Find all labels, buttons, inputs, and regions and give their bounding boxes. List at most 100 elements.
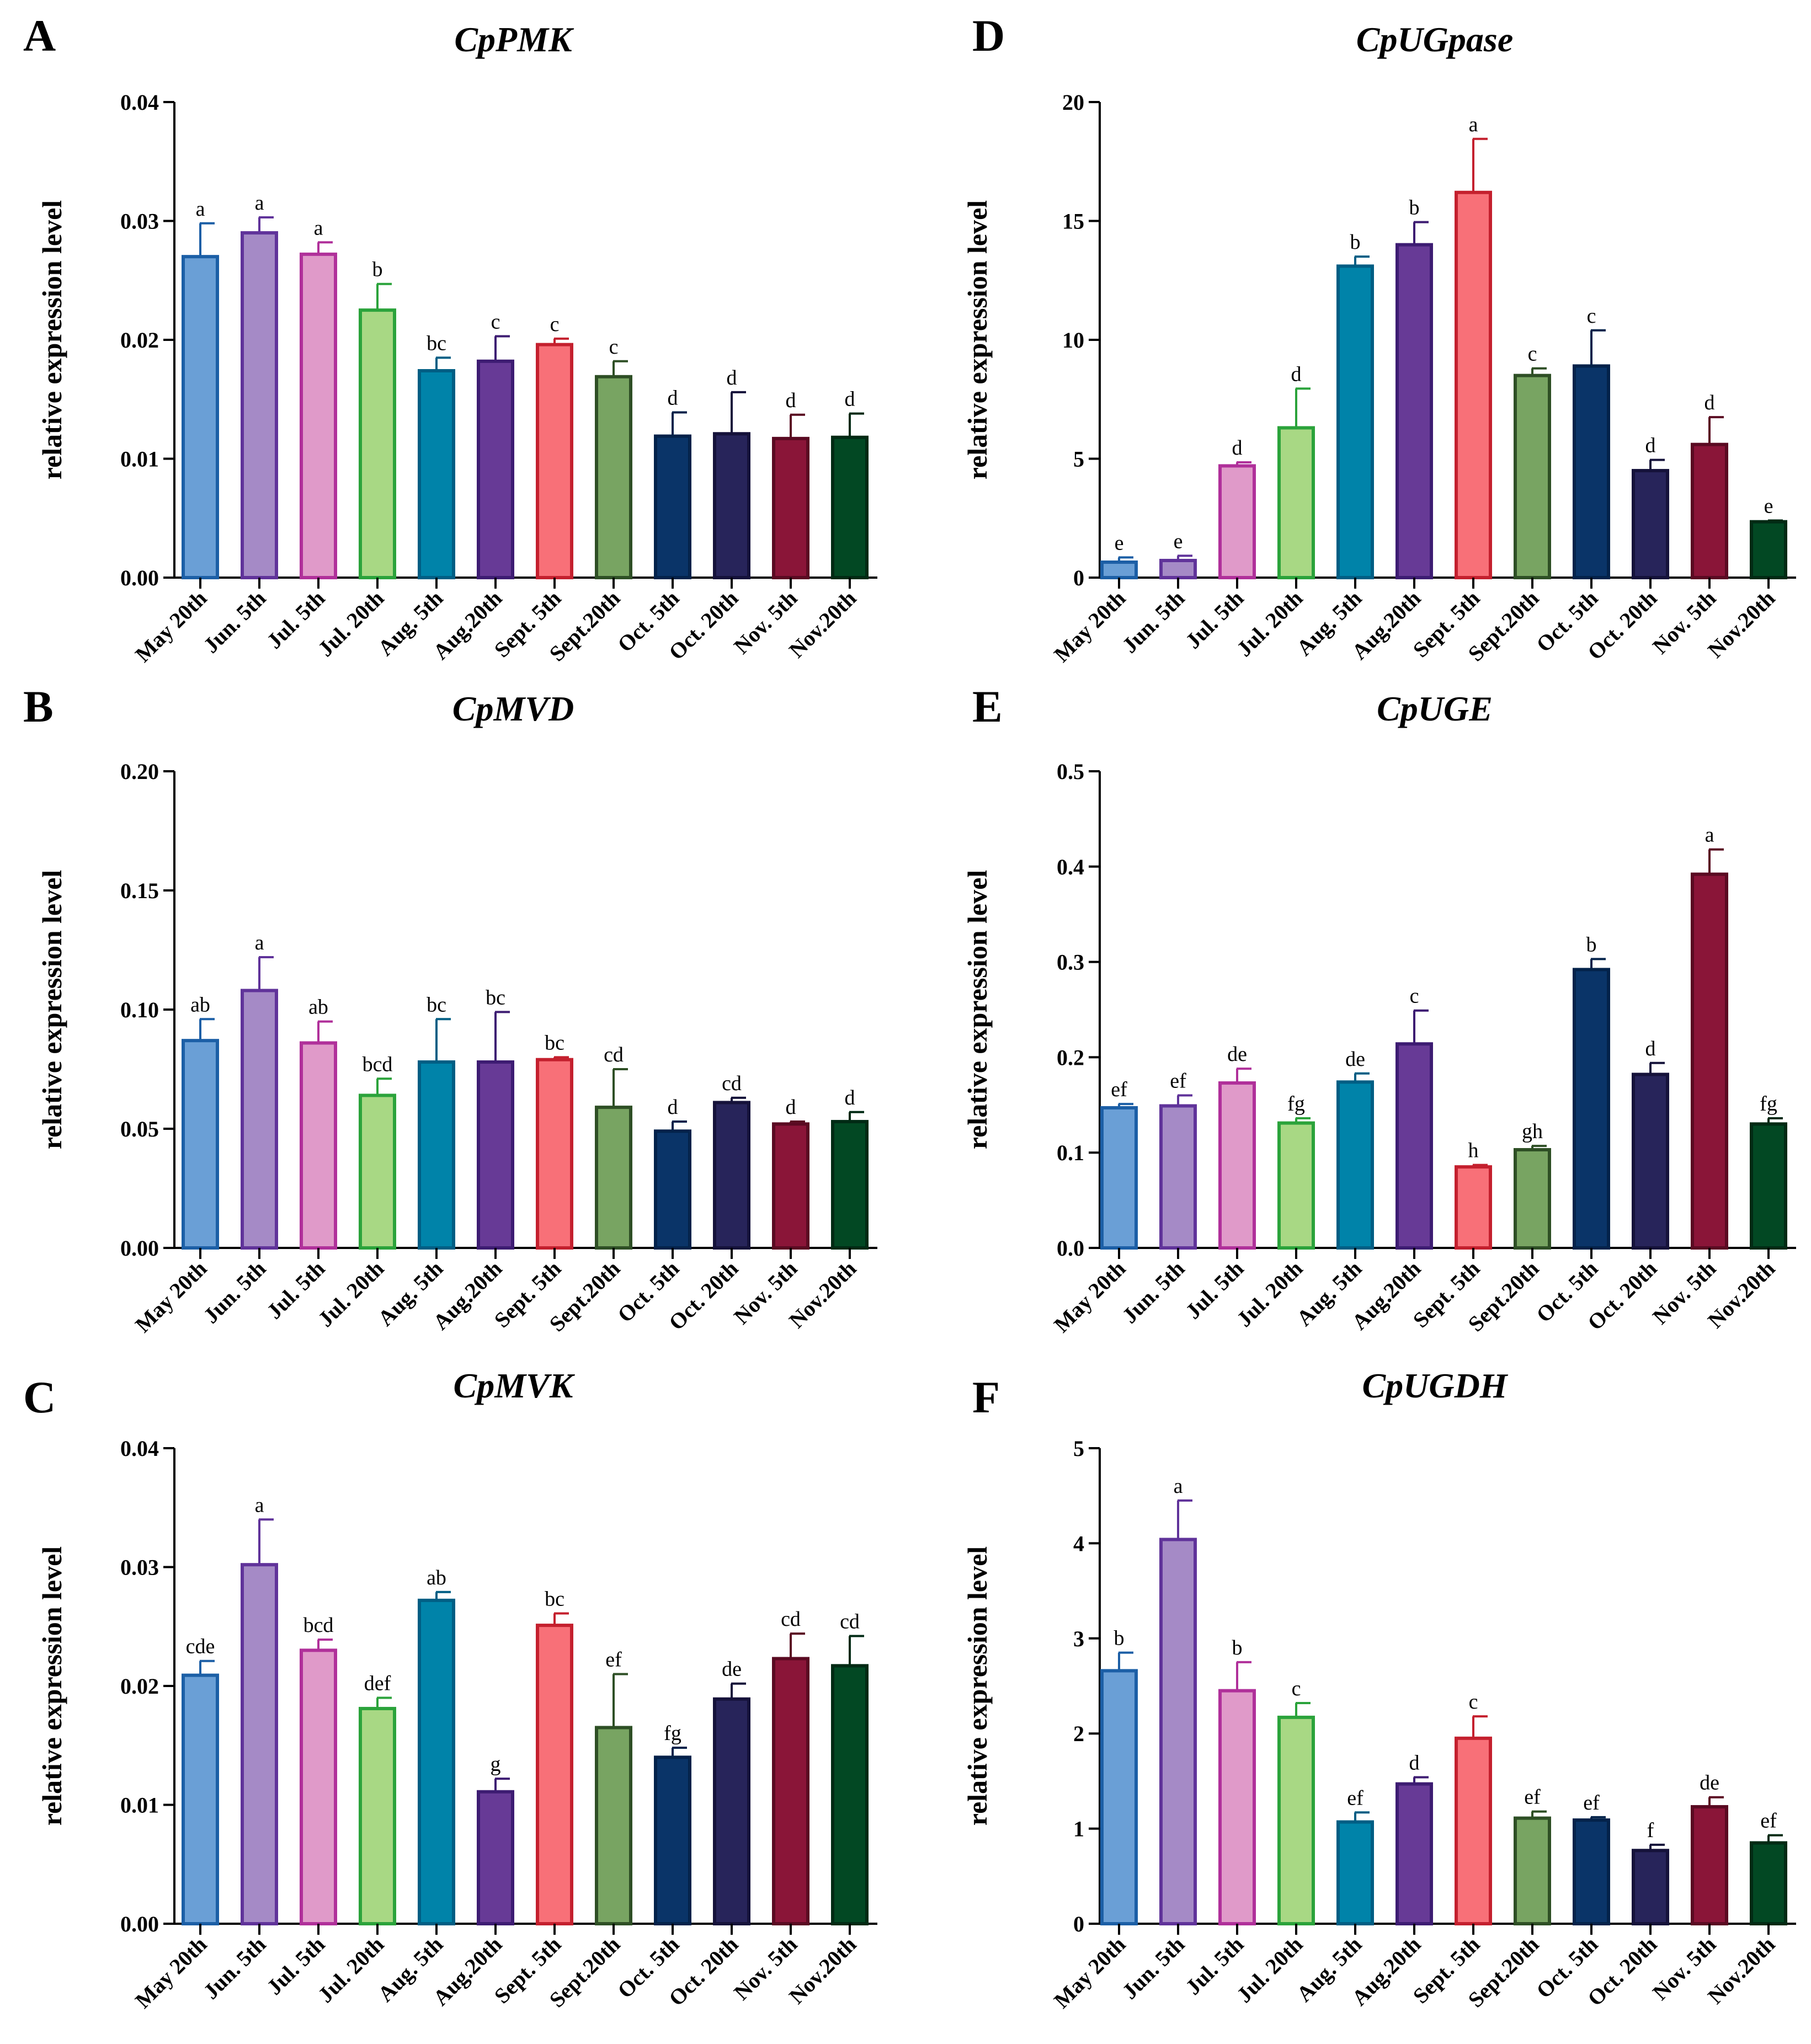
bar — [1455, 190, 1492, 579]
panel-letter: B — [23, 681, 54, 732]
panel-a: A CpPMK relative expression level 0.00 0.01 0… — [23, 10, 877, 667]
bar — [654, 1755, 691, 1926]
x-tick-label: Jun. 5th — [1117, 1256, 1190, 1328]
bar — [1336, 1820, 1374, 1925]
bar — [1100, 1106, 1138, 1250]
bar — [1100, 560, 1138, 579]
significance-label: a — [1705, 824, 1714, 847]
x-tick-label: May 20th — [130, 586, 211, 667]
panel-c: C CpMVK relative expression level 0.00 0.01 0… — [23, 1366, 877, 2013]
y-tick-label: 0.4 — [1057, 855, 1084, 879]
significance-label: ef — [1524, 1786, 1541, 1809]
bar — [1514, 1816, 1551, 1925]
bar — [1632, 1849, 1669, 1925]
significance-label: ef — [1347, 1786, 1363, 1810]
y-tick-label: 0.02 — [120, 328, 159, 353]
panel-letter: F — [972, 1372, 1000, 1422]
y-tick-label: 0.1 — [1057, 1140, 1084, 1165]
y-tick-label: 2 — [1073, 1721, 1084, 1746]
y-tick-label: 0.03 — [120, 1555, 159, 1580]
significance-label: ef — [1760, 1810, 1777, 1833]
y-tick-label: 0.0 — [1057, 1236, 1084, 1261]
bar — [1514, 1148, 1551, 1250]
significance-label: g — [491, 1753, 501, 1776]
bar — [1218, 1689, 1256, 1926]
y-axis-label: relative expression level — [36, 200, 67, 479]
y-tick-label: 0.00 — [120, 1912, 159, 1936]
x-tick-label: Jun. 5th — [199, 1932, 271, 2004]
significance-label: def — [364, 1672, 391, 1695]
x-tick-label: Jul. 20th — [313, 1256, 388, 1332]
significance-label: ab — [308, 996, 328, 1019]
significance-label: b — [1586, 933, 1597, 956]
significance-label: fg — [1287, 1092, 1305, 1116]
bar — [1455, 1736, 1492, 1926]
significance-label: d — [1705, 391, 1715, 414]
bar — [1395, 243, 1433, 580]
x-tick-label: Jul. 20th — [313, 586, 388, 661]
significance-label: cd — [604, 1043, 624, 1066]
y-tick-label: 5 — [1073, 1436, 1084, 1461]
bar — [1100, 1669, 1138, 1926]
panel-letter: A — [23, 10, 56, 61]
significance-label: e — [1115, 531, 1124, 554]
significance-label: ef — [1170, 1070, 1186, 1093]
significance-label: b — [1409, 196, 1420, 220]
y-tick-label: 4 — [1073, 1531, 1084, 1556]
chart-title: CpUGpase — [1356, 20, 1513, 59]
significance-label: ef — [1111, 1078, 1127, 1101]
significance-label: c — [609, 335, 619, 359]
panel-e: E CpUGE relative expression level 0.0 0.1 0.2… — [962, 681, 1796, 1337]
bar — [359, 1093, 396, 1250]
y-tick-label: 0.04 — [120, 1436, 159, 1461]
significance-label: de — [1700, 1771, 1719, 1795]
significance-label: bc — [427, 993, 446, 1016]
bar — [536, 1624, 573, 1925]
bar — [418, 369, 455, 580]
significance-label: bc — [545, 1588, 564, 1611]
significance-label: a — [1174, 1475, 1183, 1498]
y-tick-label: 0.01 — [120, 1793, 159, 1818]
bar — [1691, 872, 1728, 1250]
significance-label: d — [786, 389, 796, 412]
bar — [595, 375, 632, 579]
significance-label: a — [255, 1493, 264, 1517]
y-tick-label: 0.3 — [1057, 950, 1084, 975]
significance-label: e — [1764, 495, 1773, 518]
x-tick-label: Jun. 5th — [1117, 1932, 1190, 2004]
bar — [1336, 264, 1374, 579]
bar — [654, 434, 691, 579]
bar — [1218, 1081, 1256, 1250]
x-tick-label: Jun. 5th — [199, 1256, 271, 1328]
y-tick-label: 0 — [1073, 565, 1084, 590]
significance-label: b — [372, 258, 383, 281]
bar — [1218, 464, 1256, 579]
bar — [300, 252, 337, 579]
bar — [477, 1060, 514, 1250]
bar — [1750, 1841, 1787, 1925]
significance-label: d — [1645, 1037, 1656, 1060]
significance-label: e — [1174, 530, 1183, 553]
significance-label: b — [1350, 231, 1361, 254]
bar — [1395, 1042, 1433, 1250]
bar — [772, 1657, 809, 1926]
significance-label: ef — [605, 1648, 622, 1671]
significance-label: d — [1232, 436, 1243, 460]
significance-label: b — [1232, 1636, 1243, 1659]
significance-label: d — [727, 366, 737, 389]
y-tick-label: 5 — [1073, 447, 1084, 472]
bar — [241, 231, 278, 579]
panel-d: D CpUGpase relative expression level 0 5 10 15… — [962, 10, 1796, 667]
bar — [772, 436, 809, 579]
bar — [1573, 1818, 1610, 1925]
bar — [713, 1697, 750, 1926]
bar — [182, 1673, 219, 1925]
significance-label: d — [845, 1086, 855, 1109]
significance-label: a — [196, 198, 205, 221]
bar — [831, 1664, 869, 1925]
significance-label: c — [1410, 985, 1419, 1008]
significance-label: ef — [1583, 1791, 1600, 1814]
significance-label: cde — [186, 1635, 215, 1658]
y-tick-label: 10 — [1062, 328, 1084, 353]
bar — [654, 1129, 691, 1250]
